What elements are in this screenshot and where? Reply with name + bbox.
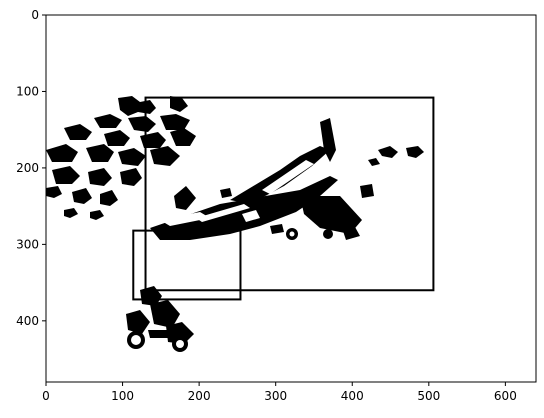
- y-tick-label: 100: [16, 84, 39, 98]
- x-tick-label: 500: [417, 389, 440, 403]
- bounding-box: [144, 96, 435, 292]
- y-tick-label: 0: [31, 8, 39, 22]
- y-tick-label: 200: [16, 161, 39, 175]
- bounding-boxes: [132, 96, 435, 301]
- x-tick-label: 200: [188, 389, 211, 403]
- y-tick-label: 400: [16, 314, 39, 328]
- axes-frame: [45, 14, 537, 383]
- x-tick-label: 100: [111, 389, 134, 403]
- x-axis: 0 100 200 300 400 500 600: [42, 382, 517, 403]
- x-tick-label: 600: [494, 389, 517, 403]
- x-tick-label: 400: [341, 389, 364, 403]
- y-axis: 0 100 200 300 400: [16, 8, 46, 328]
- segmentation-mask-image: [46, 96, 424, 352]
- bounding-box: [132, 229, 242, 301]
- y-tick-label: 300: [16, 237, 39, 251]
- x-tick-label: 0: [42, 389, 50, 403]
- x-tick-label: 300: [264, 389, 287, 403]
